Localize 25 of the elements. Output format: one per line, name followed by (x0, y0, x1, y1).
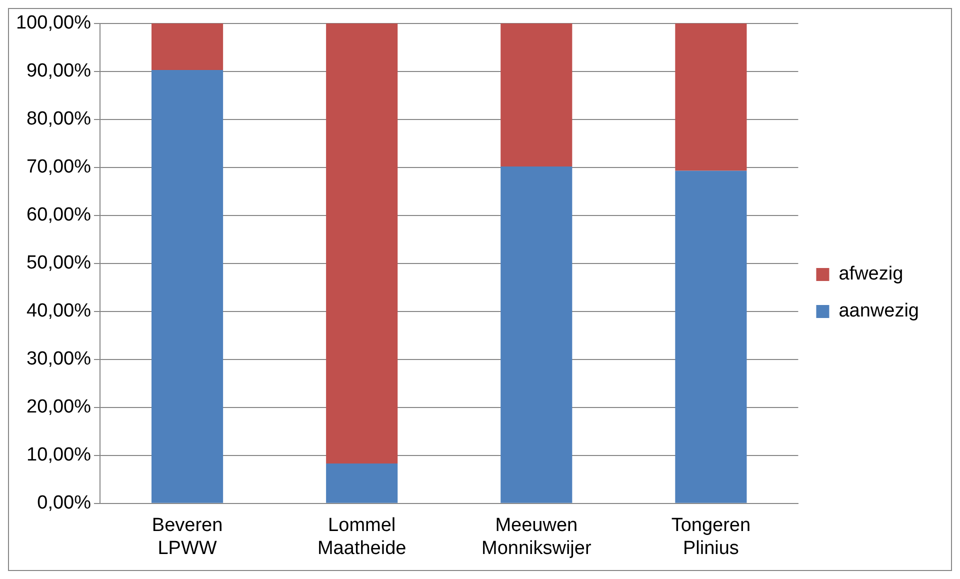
bar (152, 70, 224, 503)
x-tick-label: Beveren LPWW (152, 515, 223, 559)
y-tick-label: 10,00% (26, 444, 92, 466)
legend-label: aanwezig (838, 300, 920, 322)
y-tick-label: 50,00% (26, 252, 92, 274)
y-tick-label: 30,00% (26, 348, 92, 370)
y-tick-label: 90,00% (26, 60, 92, 82)
y-tick-label: 100,00% (16, 12, 92, 34)
y-tick-label: 80,00% (26, 108, 92, 130)
y-tick-label: 40,00% (26, 300, 92, 322)
y-tick-label: 0,00% (37, 492, 92, 514)
y-tick-label: 70,00% (26, 156, 92, 178)
bar (326, 23, 398, 464)
x-tick-label: Tongeren Plinius (671, 515, 751, 559)
bar (500, 166, 572, 503)
x-tick-label: Meeuwen Monnikswijer (481, 515, 592, 559)
bar (326, 464, 398, 503)
y-tick-label: 20,00% (26, 396, 92, 418)
bar (152, 23, 224, 70)
bar (675, 170, 747, 503)
bar (675, 23, 747, 171)
x-tick-label: Lommel Maatheide (317, 515, 406, 559)
bar (500, 23, 572, 166)
legend-label: afwezig (838, 264, 904, 285)
y-tick-label: 60,00% (26, 204, 92, 226)
